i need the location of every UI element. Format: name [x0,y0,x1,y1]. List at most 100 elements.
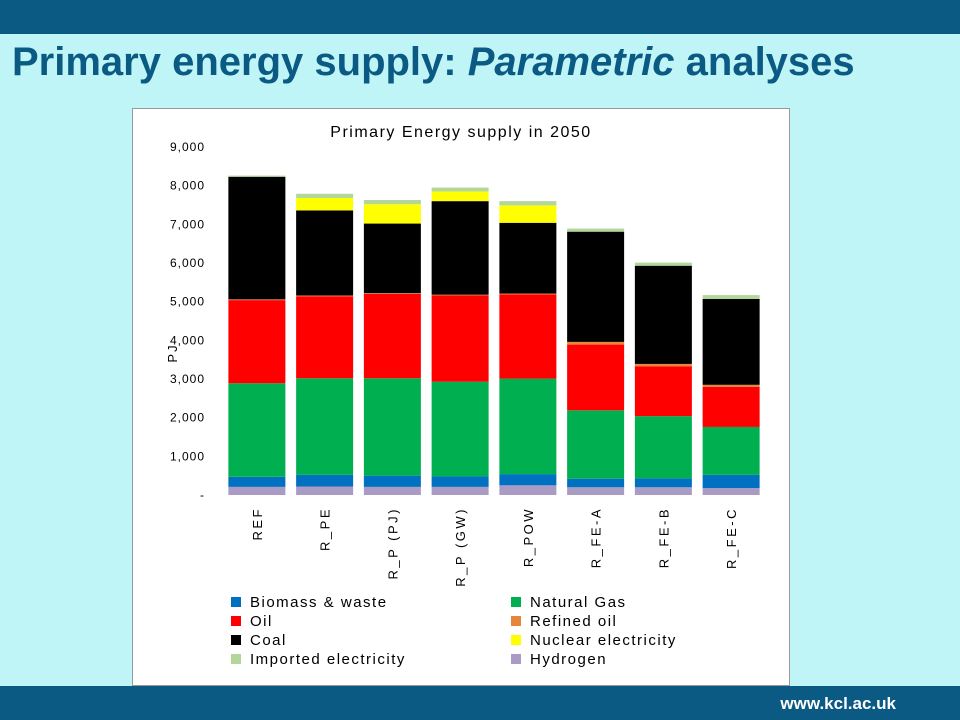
legend-label: Biomass & waste [250,594,388,611]
bar-segment [431,295,489,382]
bar-segment [567,478,625,488]
bar-segment [499,378,557,475]
bar-segment [499,222,557,294]
slide-title-emphasis: Parametric [467,40,675,84]
bar-segment [228,300,286,384]
legend-label: Coal [250,632,287,649]
bar-segment [702,488,760,495]
y-tick-label: 6,000 [170,256,205,270]
bar-segment [431,201,489,295]
bar-segment [363,199,421,205]
legend-swatch [511,616,521,626]
bar-segment [634,416,692,479]
bar-segment [296,474,354,487]
bar-segment [567,341,625,345]
legend-swatch [511,654,521,664]
bar-segment [634,487,692,495]
y-tick-label: 7,000 [170,217,205,231]
bar-segment [499,201,557,206]
bar-segment [363,223,421,294]
bar-segment [634,262,692,266]
chart-title: Primary Energy supply in 2050 [330,124,591,141]
bar-segment [431,381,489,477]
y-tick-label: 9,000 [170,140,205,154]
bar-segment [634,363,692,367]
bar-segment [363,293,421,379]
slide-title-main: Primary energy supply: [12,40,468,84]
bar-segment [431,476,489,487]
x-tick-label: REF [250,507,265,541]
x-tick-label: R_P (GW) [453,507,468,587]
bar-segment [296,295,354,297]
x-tick-label: R_FE-B [656,507,671,568]
bar-segment [702,295,760,299]
x-tick-label: R_PE [318,507,333,551]
bar-segment [431,294,489,296]
y-tick-label: 1,000 [170,449,205,463]
legend-swatch [511,635,521,645]
bar-segment [499,293,557,295]
x-tick-label: R_FE-A [589,507,604,568]
bar-segment [363,378,421,476]
bar-segment [499,205,557,223]
bar-segment [431,191,489,202]
bar-segment [296,378,354,475]
bar-segment [228,486,286,495]
legend-label: Refined oil [530,613,617,630]
bar-segment [296,296,354,379]
legend-label: Nuclear electricity [530,632,677,649]
bar-segment [296,198,354,211]
bar-segment [228,175,286,177]
bar-segment [296,193,354,199]
bar-segment [567,231,625,342]
slide-title: Primary energy supply: Parametric analys… [12,40,855,85]
y-tick-label: 2,000 [170,411,205,425]
bar-segment [228,176,286,300]
header-bar [0,0,960,34]
bar-segment [567,344,625,411]
legend-swatch [231,597,241,607]
bar-segment [702,384,760,387]
bar-segment [702,426,760,475]
bar-segment [363,204,421,224]
bar-segment [702,386,760,427]
legend-swatch [231,635,241,645]
legend-swatch [511,597,521,607]
y-tick-label: 8,000 [170,179,205,193]
x-tick-label: R_POW [521,507,536,567]
legend-label: Hydrogen [530,651,607,668]
bar-segment [499,485,557,495]
x-tick-label: R_FE-C [724,507,739,569]
bar-segment [363,486,421,495]
slide-title-tail: analyses [674,40,855,84]
bar-segment [567,410,625,479]
legend-swatch [231,616,241,626]
bar-segment [634,478,692,488]
x-tick-label: R_P (PJ) [385,507,400,580]
y-axis-label: PJ [165,343,180,362]
legend-label: Oil [250,613,273,630]
bar-segment [228,476,286,487]
y-tick-label: 3,000 [170,372,205,386]
bar-segment [567,228,625,232]
y-tick-label: 4,000 [170,333,205,347]
y-tick-label: 5,000 [170,295,205,309]
legend-swatch [231,654,241,664]
bar-segment [634,366,692,417]
footer-url[interactable]: www.kcl.ac.uk [780,694,896,713]
bar-segment [634,265,692,364]
stacked-bar-chart: Primary Energy supply in 2050 PJ - 1,000 2,0… [165,124,760,668]
bar-segment [567,487,625,495]
bar-segment [499,294,557,379]
bar-segment [296,486,354,495]
bar-segment [228,383,286,477]
bar-segment [499,474,557,486]
bar-segment [228,299,286,301]
y-tick-label: - [200,488,205,502]
bar-segment [363,475,421,487]
bar-segment [702,298,760,385]
footer-bar: www.kcl.ac.uk [0,686,960,720]
chart-panel: Primary Energy supply in 2050 PJ - 1,000 2,0… [132,108,790,686]
bar-segment [363,293,421,294]
bar-segment [431,486,489,495]
